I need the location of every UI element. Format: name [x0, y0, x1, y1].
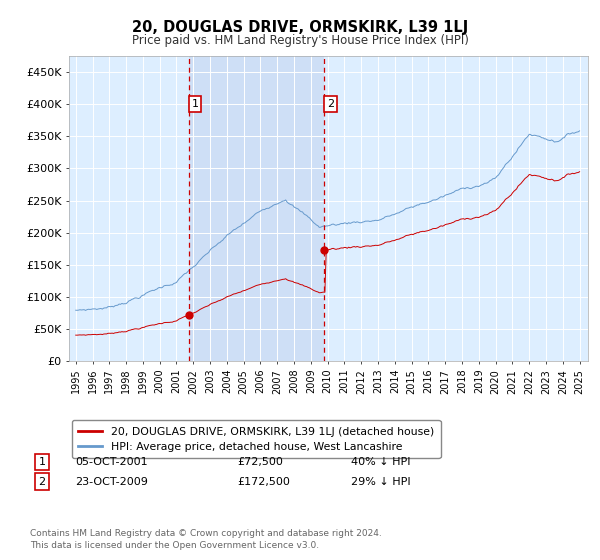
Text: £72,500: £72,500	[237, 457, 283, 467]
Text: Contains HM Land Registry data © Crown copyright and database right 2024.
This d: Contains HM Land Registry data © Crown c…	[30, 529, 382, 550]
Text: 1: 1	[38, 457, 46, 467]
Text: 2: 2	[327, 99, 334, 109]
Text: 05-OCT-2001: 05-OCT-2001	[75, 457, 148, 467]
Text: 2: 2	[38, 477, 46, 487]
Text: 20, DOUGLAS DRIVE, ORMSKIRK, L39 1LJ: 20, DOUGLAS DRIVE, ORMSKIRK, L39 1LJ	[132, 20, 468, 35]
Bar	[189, 56, 325, 361]
Text: 1: 1	[191, 99, 199, 109]
Text: Price paid vs. HM Land Registry's House Price Index (HPI): Price paid vs. HM Land Registry's House …	[131, 34, 469, 46]
Text: 29% ↓ HPI: 29% ↓ HPI	[351, 477, 410, 487]
Text: 40% ↓ HPI: 40% ↓ HPI	[351, 457, 410, 467]
Text: £172,500: £172,500	[237, 477, 290, 487]
Legend: 20, DOUGLAS DRIVE, ORMSKIRK, L39 1LJ (detached house), HPI: Average price, detac: 20, DOUGLAS DRIVE, ORMSKIRK, L39 1LJ (de…	[72, 420, 440, 459]
Text: 23-OCT-2009: 23-OCT-2009	[75, 477, 148, 487]
